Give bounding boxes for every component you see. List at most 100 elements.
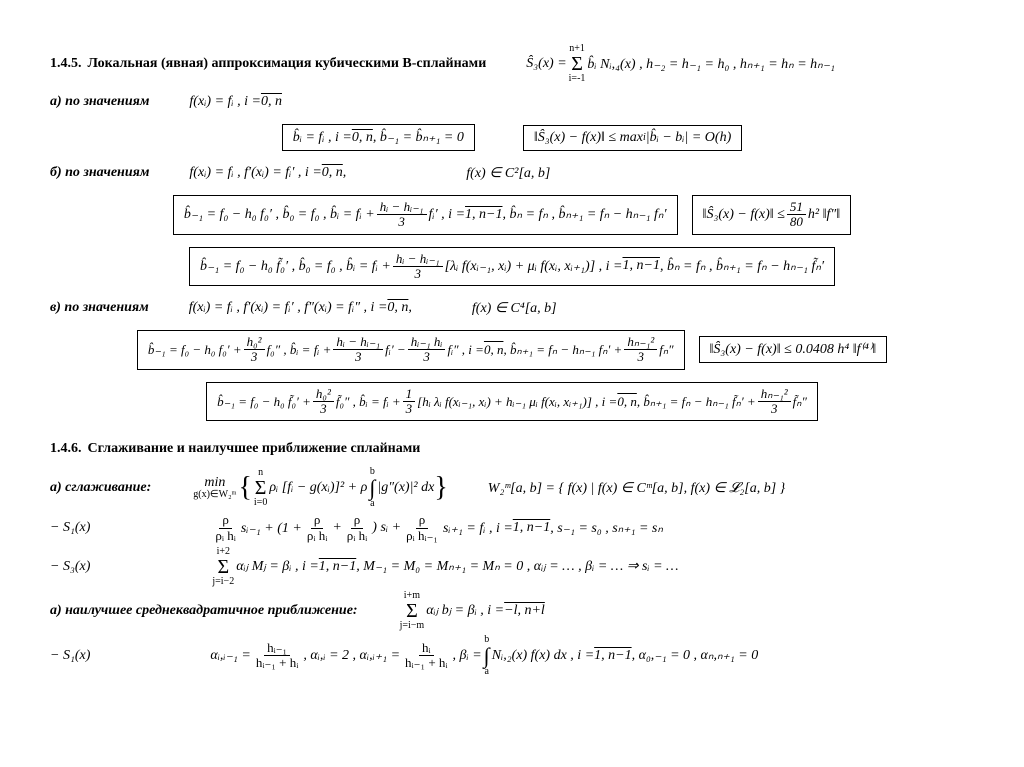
s3-body: αᵢⱼ Mⱼ = βᵢ , i = — [236, 558, 319, 575]
box-b3-ol: 1, n−1 — [623, 258, 660, 274]
case-b-label: б) по значениям — [50, 165, 149, 181]
case-b-comma: , — [343, 165, 347, 181]
heading-145: 1.4.5. Локальная (явная) аппроксимация к… — [50, 44, 974, 84]
box-c1: b̂₋₁ = f₀ − h₀ f₀′ + h₀²3 f₀″ , b̂ᵢ = fᵢ… — [137, 330, 685, 370]
c3d: , b̂ₙ₊₁ = fₙ − hₙ₋₁ f̃ₙ′ + — [637, 394, 756, 410]
smooth-W: W₂ᵐ[a, b] = { f(x) | f(x) ∈ Cᵐ[a, b], f(… — [488, 480, 785, 497]
c3e: f̃ₙ″ — [793, 394, 807, 410]
heading-146-num: 1.4.6. — [50, 441, 82, 457]
c3c: [hᵢ λᵢ f(xᵢ₋₁, xᵢ) + hᵢ₋₁ μᵢ f(xᵢ, xᵢ₊₁)… — [417, 394, 617, 410]
sigma-s3: i+2 Σ j=i−2 — [212, 547, 234, 587]
s1-f2: ρρᵢ hᵢ — [304, 513, 331, 543]
smooth-b1: ρᵢ [fᵢ − g(xᵢ)]² + ρ — [269, 480, 367, 496]
box-a1-ol: 0, n — [352, 130, 373, 146]
s3-def-lhs: Ŝ₃(x) = — [526, 56, 566, 72]
sum-lower: i=-1 — [569, 74, 586, 84]
case-c-range: 0, n — [387, 300, 408, 316]
box-b3-a: b̂₋₁ = f₀ − h₀ f̃₀′ , b̂₀ = f₀ , b̂ᵢ = f… — [200, 258, 391, 275]
frac-b2-d: 80 — [787, 215, 806, 229]
box-c2: ‖Ŝ₃(x) − f(x)‖ ≤ 0.0408 h⁴ ‖f⁽⁴⁾‖ — [699, 336, 888, 363]
s1b-t1: , αᵢ,ᵢ = 2 , αᵢ,ᵢ₊₁ = — [303, 647, 400, 664]
s1b-t4: , α₀,₋₁ = 0 , αₙ,ₙ₊₁ = 0 — [632, 647, 759, 664]
case-b-header: б) по значениям f(xᵢ) = fᵢ , f′(xᵢ) = fᵢ… — [50, 159, 974, 187]
box-b1-c: , b̂ₙ = fₙ , b̂ₙ₊₁ = fₙ − hₙ₋₁ fₙ′ — [502, 206, 666, 223]
case-c-label: в) по значениям — [50, 300, 149, 316]
s1-t1: sᵢ₋₁ + (1 + — [241, 520, 302, 537]
c1d: fᵢ″ , i = — [447, 342, 483, 358]
case-c-row1: b̂₋₁ = f₀ − h₀ f₀′ + h₀²3 f₀″ , b̂ᵢ = fᵢ… — [50, 326, 974, 374]
s1b-f1: hᵢ₋₁hᵢ₋₁ + hᵢ — [253, 641, 301, 671]
case-a-range: 0, n — [261, 94, 282, 110]
frac-c3-1: h₀²3 — [313, 387, 334, 417]
case-c-header: в) по значениям f(xᵢ) = fᵢ , f′(xᵢ) = fᵢ… — [50, 294, 974, 322]
case-b-cond: f(xᵢ) = fᵢ , f′(xᵢ) = fᵢ′ , i = — [189, 165, 321, 181]
s3-body2: , M₋₁ = M₀ = Mₙ₊₁ = Mₙ = 0 , αᵢⱼ = … , β… — [356, 558, 678, 575]
s1b-f2: hᵢhᵢ₋₁ + hᵢ — [402, 641, 450, 671]
lsq-body: αᵢⱼ bⱼ = βᵢ , i = — [426, 602, 504, 619]
s3-label: − S₃(x) — [50, 559, 90, 575]
sigma-icon: n+1 Σ i=-1 — [569, 44, 586, 84]
case-c-space: f(x) ∈ C⁴[a, b] — [472, 300, 557, 317]
s1-t5: , s₋₁ = s₀ , sₙ₊₁ = sₙ — [550, 520, 663, 537]
frac-b2: 51 80 — [787, 200, 806, 230]
box-b2-a: ‖Ŝ₃(x) − f(x)‖ ≤ — [703, 207, 785, 223]
c1e: , b̂ₙ₊₁ = fₙ − hₙ₋₁ fₙ′ + — [503, 342, 622, 358]
lsq-ol: −l, n+l — [504, 603, 545, 619]
sigma-smooth: n Σ i=0 — [254, 468, 267, 508]
box-b1-a: b̂₋₁ = f₀ − h₀ f₀′ , b̂₀ = f₀ , b̂ᵢ = fᵢ… — [184, 206, 375, 223]
box-b2: ‖Ŝ₃(x) − f(x)‖ ≤ 51 80 h² ‖f″‖ — [692, 195, 852, 235]
frac-c1-1: h₀²3 — [244, 335, 265, 365]
heading-num: 1.4.5. — [50, 56, 82, 72]
integral-1: b ∫ a — [369, 467, 375, 509]
s3-ol: 1, n−1 — [319, 559, 356, 575]
box-a1: b̂ᵢ = fᵢ , i = 0, n , b̂₋₁ = b̂ₙ₊₁ = 0 — [282, 124, 475, 151]
case-a-label: а) по значениям — [50, 94, 149, 110]
frac-c3-2: 13 — [403, 387, 416, 417]
min-op: min g(x)∈W₂ᵐ — [193, 476, 236, 500]
s1-label: − S₁(x) — [50, 520, 90, 536]
frac-b1-n: hᵢ − hᵢ₋₁ — [377, 200, 427, 215]
case-c-comma: , — [408, 300, 412, 316]
case-a-header: а) по значениям f(xᵢ) = fᵢ , i = 0, n — [50, 88, 974, 116]
s1b-t2: , βᵢ = — [453, 648, 482, 664]
frac-b1-d: 3 — [395, 215, 408, 229]
box-c2-text: ‖Ŝ₃(x) − f(x)‖ ≤ 0.0408 h⁴ ‖f⁽⁴⁾‖ — [710, 341, 877, 358]
box-c3: b̂₋₁ = f₀ − h₀ f̃₀′ + h₀²3 f̃₀″ , b̂ᵢ = … — [206, 382, 818, 422]
case-b-row2: b̂₋₁ = f₀ − h₀ f̃₀′ , b̂₀ = f₀ , b̂ᵢ = f… — [50, 243, 974, 291]
box-a2: ‖Ŝ₃(x) − f(x)‖ ≤ max i |b̂ᵢ − bᵢ| = O(h) — [523, 125, 742, 151]
frac-b3-d: 3 — [412, 267, 425, 281]
s1-f3: ρρᵢ hᵢ — [344, 513, 371, 543]
box-b3: b̂₋₁ = f₀ − h₀ f̃₀′ , b̂₀ = f₀ , b̂ᵢ = f… — [189, 247, 835, 287]
frac-b3-n: hᵢ − hᵢ₋₁ — [393, 252, 443, 267]
lsq-row: а) наилучшее среднеквадратичное приближе… — [50, 591, 974, 631]
c3b: f̃₀″ , b̂ᵢ = fᵢ + — [336, 394, 401, 410]
s1b-t0: αᵢ,ᵢ₋₁ = — [210, 647, 250, 664]
c3ol: 0, n — [617, 394, 637, 410]
box-b1-b: fᵢ′ , i = — [429, 207, 466, 223]
case-b-range: 0, n — [322, 165, 343, 181]
s1-ol: 1, n−1 — [513, 520, 550, 536]
frac-b3: hᵢ − hᵢ₋₁ 3 — [393, 252, 443, 282]
s3-def-rhs: b̂ᵢ Nᵢ,₄(x) , h₋₂ = h₋₁ = h₀ , hₙ₊₁ = hₙ… — [587, 56, 835, 73]
c1f: fₙ″ — [659, 342, 673, 358]
frac-b1: hᵢ − hᵢ₋₁ 3 — [377, 200, 427, 230]
frac-c3-3: hₙ₋₁²3 — [758, 387, 791, 417]
box-a2-b: |b̂ᵢ − bᵢ| = O(h) — [646, 130, 731, 146]
box-b1: b̂₋₁ = f₀ − h₀ f₀′ , b̂₀ = f₀ , b̂ᵢ = fᵢ… — [173, 195, 678, 235]
frac-c1-4: hₙ₋₁²3 — [624, 335, 657, 365]
s1b-row: − S₁(x) αᵢ,ᵢ₋₁ = hᵢ₋₁hᵢ₋₁ + hᵢ , αᵢ,ᵢ = … — [50, 635, 974, 677]
s3-row: − S₃(x) i+2 Σ j=i−2 αᵢⱼ Mⱼ = βᵢ , i = 1,… — [50, 547, 974, 587]
s1-f4: ρρᵢ hᵢ₋₁ — [403, 513, 441, 543]
case-b-space: f(x) ∈ C²[a, b] — [466, 165, 550, 182]
s1-t3: ) sᵢ + — [372, 520, 401, 536]
frac-c1-3: hᵢ₋₁ hᵢ3 — [408, 335, 446, 365]
s1-t4: sᵢ₊₁ = fᵢ , i = — [443, 520, 513, 537]
case-c-row2: b̂₋₁ = f₀ − h₀ f̃₀′ + h₀²3 f̃₀″ , b̂ᵢ = … — [50, 378, 974, 426]
c1b: f₀″ , b̂ᵢ = fᵢ + — [267, 342, 332, 358]
s1b-ol: 1, n−1 — [594, 648, 631, 664]
frac-b2-n: 51 — [787, 200, 806, 215]
box-a1-tail: , b̂₋₁ = b̂ₙ₊₁ = 0 — [373, 129, 464, 146]
case-b-row1: b̂₋₁ = f₀ − h₀ f₀′ , b̂₀ = f₀ , b̂ᵢ = fᵢ… — [50, 191, 974, 239]
box-b1-ol: 1, n−1 — [465, 207, 502, 223]
c3a: b̂₋₁ = f₀ − h₀ f̃₀′ + — [217, 394, 311, 410]
